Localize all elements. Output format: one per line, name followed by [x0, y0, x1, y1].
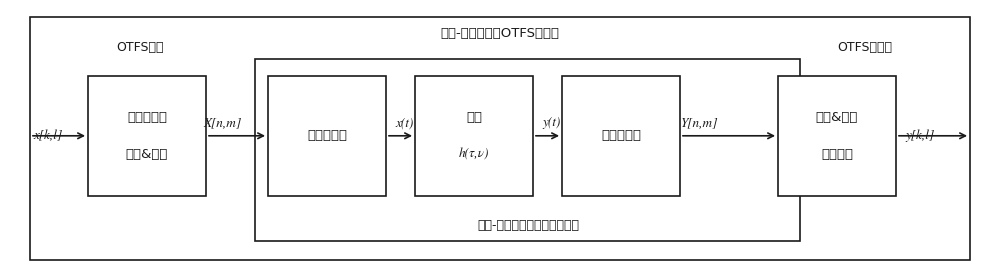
Bar: [30, 17, 970, 260]
Text: 维格纳变换: 维格纳变换: [601, 129, 641, 142]
Bar: [415, 76, 533, 196]
Bar: [562, 76, 680, 196]
Text: 时间-频率域（时间频率调制）: 时间-频率域（时间频率调制）: [477, 220, 579, 232]
Text: h(τ,ν): h(τ,ν): [459, 148, 489, 160]
Bar: [778, 76, 896, 196]
Text: 逆辛僅里叶: 逆辛僅里叶: [127, 111, 167, 124]
Text: x[k,l]: x[k,l]: [34, 130, 62, 142]
Text: x(t): x(t): [395, 117, 413, 129]
Text: 信道: 信道: [466, 111, 482, 124]
Bar: [88, 76, 206, 196]
Bar: [268, 76, 386, 196]
Text: 里叶变换: 里叶变换: [821, 148, 853, 160]
Text: Y[n,m]: Y[n,m]: [681, 117, 719, 129]
Text: OTFS逆变换: OTFS逆变换: [838, 41, 893, 53]
Text: 延迟-多普勒域（OTFS调制）: 延迟-多普勒域（OTFS调制）: [440, 27, 560, 39]
Text: 海森堡变换: 海森堡变换: [307, 129, 347, 142]
Bar: [255, 59, 800, 241]
Text: X[n,m]: X[n,m]: [203, 117, 241, 129]
Text: OTFS变换: OTFS变换: [116, 41, 164, 53]
Text: 加窗&辛僅: 加窗&辛僅: [816, 111, 858, 124]
Text: y[k,l]: y[k,l]: [906, 130, 934, 142]
Text: y(t): y(t): [542, 117, 560, 129]
Text: 变换&加窗: 变换&加窗: [126, 148, 168, 160]
